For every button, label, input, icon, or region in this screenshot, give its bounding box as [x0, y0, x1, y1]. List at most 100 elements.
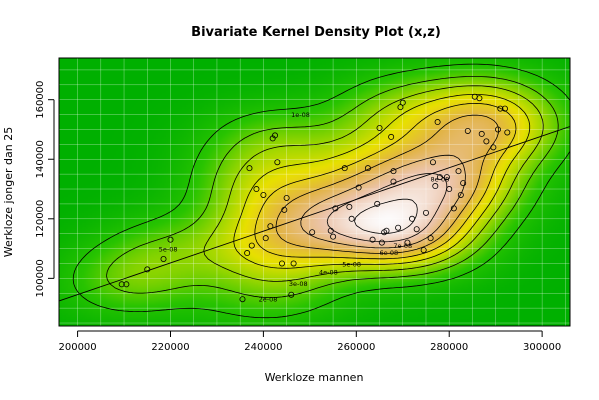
data-point — [341, 165, 348, 172]
data-points — [118, 93, 511, 303]
data-point — [464, 127, 471, 134]
data-point — [283, 194, 290, 201]
x-tick-label: 260000 — [337, 342, 375, 353]
data-point — [434, 119, 441, 126]
data-point — [413, 226, 420, 233]
contour-lines — [72, 63, 571, 319]
data-point — [376, 124, 383, 131]
data-point — [409, 215, 416, 222]
y-axis: 100000 120000 140000 160000 — [35, 81, 55, 297]
contour-line — [275, 114, 500, 254]
data-point — [390, 178, 397, 185]
contour-label: 5e-08 — [159, 245, 178, 253]
data-point — [288, 291, 295, 298]
contour-label: 5e-08 — [342, 260, 361, 268]
data-point — [244, 250, 251, 257]
contour-line — [72, 63, 571, 319]
data-point — [346, 203, 353, 210]
contour-label: 4e-08 — [319, 269, 338, 277]
data-point — [160, 255, 167, 262]
data-point — [260, 191, 267, 198]
x-tick-label: 240000 — [244, 342, 282, 353]
data-point — [429, 159, 436, 166]
x-tick-label: 220000 — [151, 342, 189, 353]
contour-label: 7e-08 — [393, 242, 412, 250]
contour-label: 3e-08 — [289, 280, 308, 288]
data-point — [332, 205, 339, 212]
data-point — [427, 235, 434, 242]
data-point — [167, 236, 174, 243]
contour-label: 6e-08 — [379, 249, 398, 257]
data-point — [281, 206, 288, 213]
data-point — [460, 180, 467, 187]
x-tick-label: 200000 — [58, 342, 96, 353]
y-tick-label: 120000 — [35, 200, 46, 238]
data-point — [118, 281, 125, 288]
data-point — [278, 260, 285, 267]
y-tick-label: 100000 — [35, 259, 46, 297]
data-point — [490, 144, 497, 151]
data-point — [123, 281, 130, 288]
data-point — [262, 235, 269, 242]
grid-lines — [59, 58, 570, 326]
data-point — [144, 266, 151, 273]
data-point — [246, 165, 253, 172]
data-point — [436, 174, 443, 181]
contour-line — [106, 76, 559, 298]
data-point — [432, 183, 439, 190]
plot-area: 1e-082e-083e-084e-085e-086e-087e-088e-08… — [58, 57, 571, 327]
contour-label: 1e-08 — [291, 111, 310, 119]
x-tick-label: 280000 — [430, 342, 468, 353]
contour-line — [233, 94, 531, 269]
y-tick-label: 140000 — [35, 140, 46, 178]
data-point — [348, 215, 355, 222]
y-tick-label: 160000 — [35, 81, 46, 119]
data-point — [504, 129, 511, 136]
y-axis-label: Werkloze jonger dan 25 — [2, 127, 15, 257]
data-point — [330, 233, 337, 240]
x-axis-label: Werkloze mannen — [265, 371, 364, 384]
contour-line — [300, 154, 466, 249]
data-point — [248, 242, 255, 249]
data-point — [497, 105, 504, 112]
contour-line — [326, 173, 448, 243]
data-point — [399, 99, 406, 106]
chart-title: Bivariate Kernel Density Plot (x,z) — [191, 25, 441, 40]
data-point — [290, 260, 297, 267]
data-point — [420, 247, 427, 254]
data-point — [443, 174, 450, 181]
x-tick-label: 300000 — [523, 342, 561, 353]
data-point — [457, 191, 464, 198]
data-point — [455, 168, 462, 175]
x-axis: 200000 220000 240000 260000 280000 300000 — [58, 330, 561, 353]
density-heatmap — [59, 58, 570, 326]
contour-line — [254, 103, 517, 260]
data-point — [501, 105, 508, 112]
data-point — [272, 132, 279, 139]
data-point — [327, 227, 334, 234]
data-point — [267, 223, 274, 230]
data-point — [253, 186, 260, 193]
data-point — [355, 184, 362, 191]
data-point — [476, 95, 483, 102]
regression-line — [58, 126, 571, 302]
data-point — [446, 186, 453, 193]
plot-frame — [58, 57, 571, 327]
contour-line — [203, 85, 544, 282]
data-point — [483, 138, 490, 145]
data-point — [374, 200, 381, 207]
data-point — [494, 126, 501, 133]
data-point — [364, 165, 371, 172]
data-point — [378, 239, 385, 246]
data-point — [388, 133, 395, 140]
data-point — [450, 205, 457, 212]
data-point — [239, 296, 246, 303]
data-point — [422, 209, 429, 216]
data-point — [395, 224, 402, 231]
data-point — [390, 168, 397, 175]
data-point — [404, 239, 411, 246]
data-point — [274, 159, 281, 166]
data-point — [383, 227, 390, 234]
contour-label: 2e-08 — [259, 295, 278, 303]
